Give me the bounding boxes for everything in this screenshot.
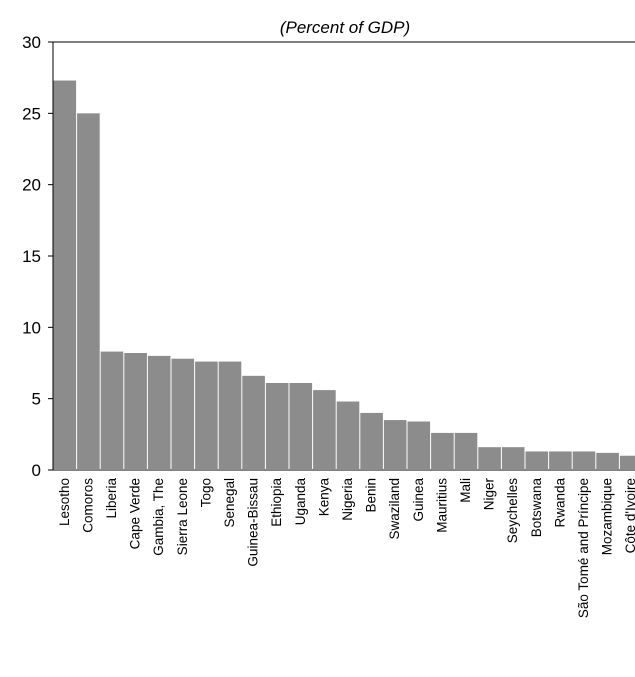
y-tick-label: 25 bbox=[22, 104, 41, 123]
bar bbox=[549, 451, 572, 470]
bar bbox=[147, 355, 171, 470]
x-tick-label: Uganda bbox=[293, 478, 308, 526]
bar bbox=[572, 451, 596, 470]
bar bbox=[100, 351, 124, 470]
y-tick-label: 15 bbox=[22, 247, 41, 266]
x-tick-label: Rwanda bbox=[552, 478, 567, 528]
bar bbox=[478, 447, 501, 470]
x-tick-label: Senegal bbox=[222, 478, 237, 528]
x-tick-label: São Tomé and Príncipe bbox=[576, 478, 591, 618]
bar bbox=[289, 382, 313, 470]
bar bbox=[124, 353, 147, 470]
bar bbox=[171, 358, 195, 470]
x-tick-label: Seychelles bbox=[505, 478, 520, 544]
x-tick-label: Mali bbox=[458, 478, 473, 503]
bar bbox=[77, 113, 100, 470]
x-tick-label: Guinea bbox=[411, 478, 426, 522]
bar bbox=[383, 420, 407, 470]
x-tick-label: Comoros bbox=[80, 478, 95, 533]
bar bbox=[596, 452, 619, 470]
bar bbox=[407, 421, 431, 470]
x-tick-label: Sierra Leone bbox=[175, 478, 190, 555]
bar bbox=[454, 432, 478, 470]
x-tick-label: Gambia, The bbox=[151, 478, 166, 556]
x-axis-labels: Lesotho Comoros Liberia Cape Verde Gambia, T… bbox=[57, 478, 635, 619]
bar bbox=[501, 447, 525, 470]
bar bbox=[619, 455, 635, 470]
x-tick-label: Benin bbox=[364, 478, 379, 513]
bar bbox=[242, 375, 265, 470]
bar bbox=[525, 451, 549, 470]
x-tick-label: Niger bbox=[482, 478, 497, 511]
x-tick-label: Togo bbox=[198, 478, 213, 507]
chart-title: (Percent of GDP) bbox=[280, 18, 410, 37]
x-tick-label: Liberia bbox=[104, 478, 119, 519]
x-tick-label: Kenya bbox=[316, 478, 331, 517]
bar bbox=[336, 401, 360, 470]
x-tick-label: Ethiopia bbox=[269, 478, 284, 527]
x-tick-label: Lesotho bbox=[57, 478, 72, 526]
bars bbox=[53, 80, 635, 471]
y-tick-label: 30 bbox=[22, 33, 41, 52]
y-tick-label: 20 bbox=[22, 176, 41, 195]
x-tick-label: Swaziland bbox=[387, 478, 402, 540]
x-tick-label: Nigeria bbox=[340, 478, 355, 521]
bar bbox=[313, 390, 336, 470]
y-tick-label: 10 bbox=[22, 318, 41, 337]
y-tick-label: 5 bbox=[32, 390, 41, 409]
bar bbox=[265, 382, 289, 470]
bar bbox=[218, 361, 242, 470]
x-tick-label: Guinea-Bissau bbox=[246, 478, 261, 567]
x-tick-label: Cape Verde bbox=[128, 478, 143, 549]
y-tick-label: 0 bbox=[32, 461, 41, 480]
bar bbox=[195, 361, 218, 470]
x-tick-label: Botswana bbox=[529, 478, 544, 538]
x-tick-label: Côte d'Ivoire bbox=[623, 478, 635, 553]
bar bbox=[431, 432, 454, 470]
x-tick-label: Mozambique bbox=[600, 478, 615, 555]
x-tick-label: Mauritius bbox=[434, 478, 449, 533]
bar bbox=[53, 80, 77, 471]
bar bbox=[360, 412, 383, 470]
y-axis: 0 5 10 15 20 25 30 bbox=[22, 33, 53, 480]
